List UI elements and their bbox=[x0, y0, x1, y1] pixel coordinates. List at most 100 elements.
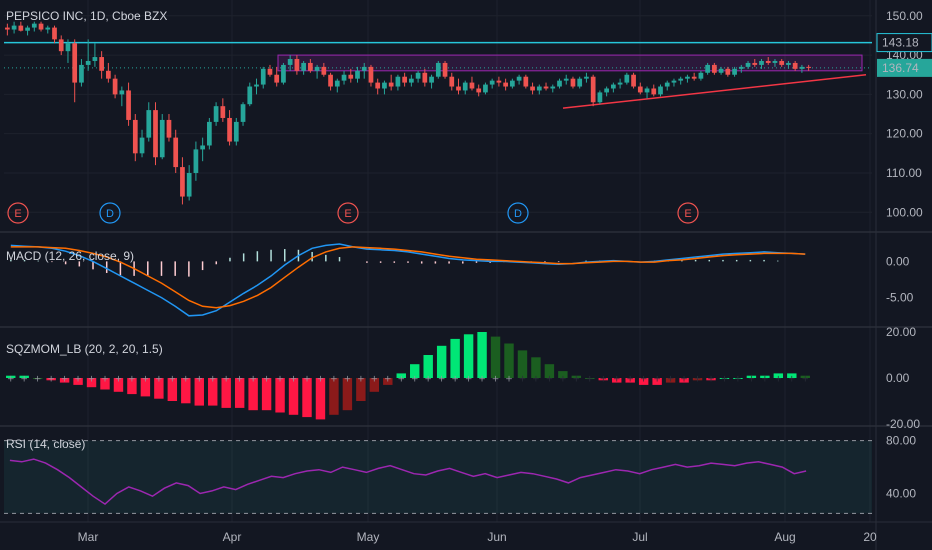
time-axis-label: Apr bbox=[223, 530, 242, 544]
time-axis-label: 20 bbox=[863, 530, 877, 544]
candle-body bbox=[180, 167, 185, 197]
squeeze-histogram-bar bbox=[261, 378, 272, 411]
squeeze-dot: + bbox=[236, 375, 244, 385]
candle-body bbox=[294, 59, 300, 71]
candle-body bbox=[328, 74, 333, 87]
candle-body bbox=[281, 64, 286, 83]
squeeze-histogram-bar bbox=[329, 378, 339, 415]
candle-body bbox=[254, 84, 259, 87]
candle-body bbox=[5, 27, 10, 30]
squeeze-histogram-bar bbox=[612, 378, 622, 383]
candle-body bbox=[725, 68, 731, 75]
candle-body bbox=[691, 76, 697, 79]
squeeze-dot: + bbox=[519, 375, 527, 385]
squeeze-dot: + bbox=[788, 375, 796, 385]
rsi-pane[interactable] bbox=[4, 440, 872, 514]
rsi-axis-label: 40.00 bbox=[886, 487, 916, 501]
candle-body bbox=[65, 43, 71, 52]
candle-body bbox=[772, 60, 778, 63]
squeeze-histogram-bar bbox=[194, 378, 204, 406]
squeeze-histogram-bar bbox=[383, 378, 393, 385]
squeeze-dot: + bbox=[263, 375, 271, 385]
squeeze-dot: + bbox=[599, 375, 607, 385]
squeeze-dot: + bbox=[640, 375, 648, 385]
grid-lines bbox=[4, 0, 872, 522]
candle-body bbox=[456, 86, 461, 91]
squeeze-histogram-bar bbox=[652, 378, 662, 385]
candle-body bbox=[469, 82, 475, 89]
macd-pane[interactable] bbox=[10, 243, 806, 317]
candle-body bbox=[207, 121, 212, 146]
signal-line bbox=[10, 246, 806, 309]
rsi-axis-label: 80.00 bbox=[886, 434, 916, 448]
candle-body bbox=[334, 80, 340, 87]
squeeze-dot: + bbox=[169, 375, 177, 385]
squeeze-histogram-bar bbox=[544, 364, 555, 378]
candle-body bbox=[153, 110, 158, 158]
squeeze-dot: + bbox=[317, 375, 325, 385]
candle-body bbox=[806, 66, 811, 68]
squeeze-momentum-pane[interactable]: + + + + + + + + + + + + + + + + + + + + + + + + + + + + + + + + + + + + + + + +… bbox=[6, 332, 810, 420]
candle-body bbox=[220, 106, 226, 118]
candle-body bbox=[631, 74, 636, 87]
squeeze-histogram-bar bbox=[167, 378, 178, 401]
candle-body bbox=[321, 66, 327, 75]
candle-body bbox=[382, 82, 387, 89]
candle-body bbox=[395, 76, 401, 87]
squeeze-histogram-bar bbox=[558, 371, 568, 378]
event-marker-label: D bbox=[514, 208, 522, 220]
price-axis-label: 150.00 bbox=[886, 9, 923, 23]
squeeze-histogram-bar bbox=[800, 375, 810, 378]
squeeze-histogram-bar bbox=[490, 336, 501, 378]
candle-body bbox=[146, 110, 152, 138]
candle-body bbox=[786, 62, 791, 65]
squeeze-dot: + bbox=[7, 375, 15, 385]
squeeze-histogram-bar bbox=[73, 378, 83, 385]
squeeze-histogram-bar bbox=[140, 378, 151, 397]
macd-title: MACD (12, 26, close, 9) bbox=[6, 249, 134, 263]
candle-body bbox=[355, 70, 360, 79]
candle-body bbox=[31, 23, 37, 28]
candle-body bbox=[476, 88, 482, 93]
squeeze-histogram-bar bbox=[760, 375, 770, 378]
support-trendline bbox=[562, 73, 867, 109]
squeeze-dot: + bbox=[478, 375, 486, 385]
squeeze-histogram-bar bbox=[6, 375, 16, 378]
candle-body bbox=[732, 68, 737, 75]
squeeze-dot: + bbox=[492, 375, 500, 385]
squeeze-dot: + bbox=[667, 375, 675, 385]
candle-body bbox=[516, 76, 522, 81]
squeeze-dot: + bbox=[195, 375, 203, 385]
candle-body bbox=[11, 25, 17, 30]
candle-body bbox=[496, 80, 502, 83]
candle-body bbox=[779, 60, 785, 65]
candle-body bbox=[119, 90, 125, 95]
candle-body bbox=[260, 68, 266, 85]
squeeze-histogram-bar bbox=[436, 345, 447, 378]
candle-body bbox=[738, 66, 744, 69]
squeeze-dot: + bbox=[128, 375, 136, 385]
candle-body bbox=[159, 119, 165, 158]
candle-body bbox=[301, 62, 306, 71]
squeeze-dot: + bbox=[330, 375, 338, 385]
squeeze-dot: + bbox=[694, 375, 702, 385]
squeeze-histogram-bar bbox=[369, 378, 380, 392]
candle-body bbox=[85, 60, 91, 65]
rsi-band-fill bbox=[4, 440, 872, 514]
candle-body bbox=[664, 82, 670, 87]
candle-body bbox=[590, 76, 596, 103]
squeeze-axis-label: 20.00 bbox=[886, 325, 916, 339]
candle-body bbox=[765, 60, 771, 63]
squeeze-dot: + bbox=[249, 375, 257, 385]
candle-body bbox=[678, 78, 684, 81]
squeeze-histogram-bar bbox=[504, 343, 514, 378]
price-axis-label: 130.00 bbox=[886, 87, 923, 101]
time-axis-label: Mar bbox=[78, 530, 99, 544]
candle-body bbox=[658, 86, 663, 95]
squeeze-histogram-bar bbox=[692, 378, 703, 381]
candle-body bbox=[213, 106, 219, 122]
candle-body bbox=[550, 86, 556, 89]
candle-body bbox=[233, 121, 239, 142]
squeeze-histogram-bar bbox=[463, 334, 474, 378]
